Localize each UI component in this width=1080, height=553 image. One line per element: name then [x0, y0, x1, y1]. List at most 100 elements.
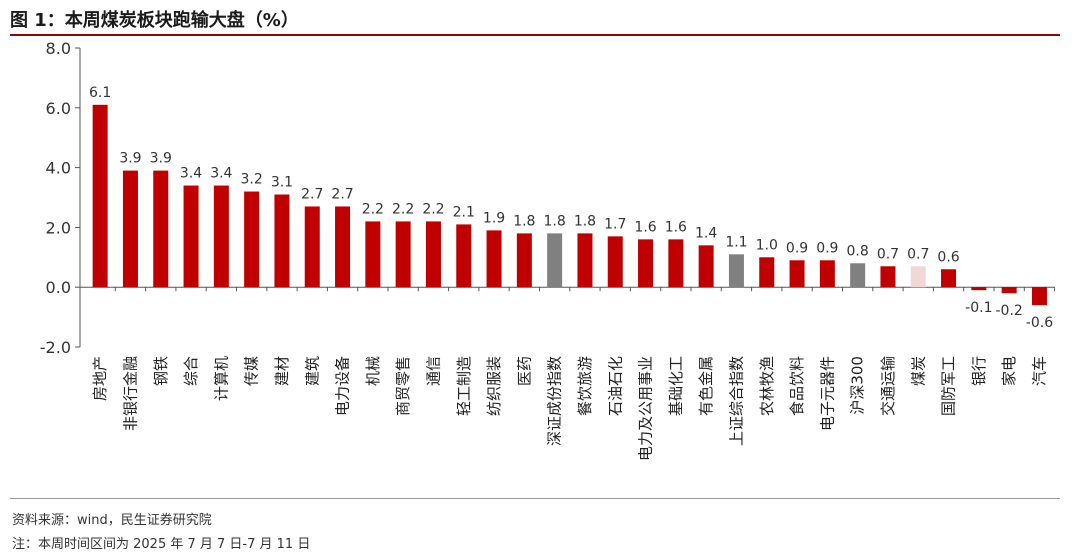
category-label-10: 商贸零售: [394, 356, 412, 416]
footer-rule: [10, 498, 1060, 499]
bar-1: [122, 170, 138, 288]
category-label-30: 家电: [1000, 356, 1018, 386]
data-label-13: 1.9: [483, 210, 505, 226]
data-label-9: 2.2: [362, 201, 384, 217]
data-label-4: 3.4: [210, 166, 232, 182]
category-label-16: 餐饮旅游: [576, 356, 594, 416]
category-label-12: 轻工制造: [455, 356, 473, 416]
data-label-22: 1.0: [756, 237, 778, 253]
bar-15: [547, 233, 563, 288]
category-label-27: 煤炭: [909, 356, 927, 386]
data-label-28: 0.6: [937, 249, 959, 265]
data-label-17: 1.7: [604, 216, 626, 232]
bar-0: [92, 104, 108, 288]
title-rule: [10, 34, 1060, 36]
category-label-4: 计算机: [212, 356, 230, 401]
data-label-2: 3.9: [150, 151, 172, 167]
data-label-0: 6.1: [89, 85, 111, 101]
y-tick-label: -2.0: [40, 338, 71, 357]
bar-20: [698, 245, 714, 288]
category-label-21: 上证综合指数: [727, 356, 745, 446]
bar-6: [274, 194, 290, 288]
bar-18: [638, 239, 654, 288]
bar-21: [728, 254, 744, 288]
bar-10: [395, 221, 411, 288]
data-label-12: 2.1: [453, 204, 475, 220]
category-label-24: 电子元器件: [818, 356, 836, 431]
bar-7: [304, 206, 320, 288]
bar-2: [153, 170, 169, 288]
data-label-31: -0.6: [1026, 315, 1053, 331]
data-label-14: 1.8: [513, 213, 535, 229]
category-label-11: 通信: [424, 356, 442, 386]
bar-23: [789, 260, 805, 288]
data-label-21: 1.1: [725, 234, 747, 250]
data-label-25: 0.8: [847, 243, 869, 259]
category-label-9: 机械: [364, 356, 382, 386]
bar-25: [850, 263, 866, 288]
data-label-1: 3.9: [119, 151, 141, 167]
data-label-24: 0.9: [816, 240, 838, 256]
bar-11: [425, 221, 441, 288]
source-note: 资料来源：wind，民生证券研究院: [12, 513, 212, 528]
bar-31: [1031, 287, 1047, 306]
bar-16: [577, 233, 593, 288]
period-note: 注：本周时间区间为 2025 年 7 月 7 日-7 月 11 日: [12, 537, 311, 552]
data-label-18: 1.6: [634, 219, 656, 235]
data-label-16: 1.8: [574, 213, 596, 229]
category-label-22: 农林牧渔: [758, 356, 776, 416]
data-label-3: 3.4: [180, 166, 202, 182]
data-label-19: 1.6: [665, 219, 687, 235]
category-label-26: 交通运输: [879, 356, 897, 416]
category-label-19: 基础化工: [667, 356, 685, 416]
category-label-0: 房地产: [91, 356, 109, 401]
category-label-29: 银行: [970, 356, 988, 386]
category-label-8: 电力设备: [334, 356, 352, 416]
category-label-31: 汽车: [1030, 356, 1048, 386]
bar-9: [365, 221, 381, 288]
category-label-18: 电力及公用事业: [637, 356, 655, 461]
category-label-14: 医药: [515, 356, 533, 386]
category-label-25: 沪深300: [849, 356, 867, 415]
category-label-6: 建材: [273, 356, 291, 386]
bar-17: [607, 236, 623, 288]
data-label-11: 2.2: [422, 201, 444, 217]
bar-12: [456, 224, 472, 288]
bar-27: [910, 266, 926, 288]
data-label-20: 1.4: [695, 225, 717, 241]
bar-26: [880, 266, 896, 288]
data-label-5: 3.2: [241, 172, 263, 188]
y-tick-label: 0.0: [46, 278, 71, 297]
bar-30: [1001, 287, 1017, 294]
y-tick-label: 6.0: [46, 99, 71, 118]
bar-28: [941, 269, 957, 288]
bar-chart: 8.0 6.0 4.0 2.0 0.0 -2.0 6.1 房地产 3.9 非银行金融 3.9 钢铁 3.…: [40, 39, 1056, 461]
category-label-3: 综合: [182, 356, 200, 386]
data-label-10: 2.2: [392, 201, 414, 217]
category-label-15: 深证成份指数: [546, 356, 564, 446]
category-label-1: 非银行金融: [121, 356, 139, 431]
data-label-30: -0.2: [995, 303, 1022, 319]
bar-4: [213, 185, 229, 288]
category-label-2: 钢铁: [152, 356, 170, 386]
bar-5: [244, 191, 260, 288]
data-label-27: 0.7: [907, 246, 929, 262]
data-label-15: 1.8: [544, 213, 566, 229]
chart-title: 图 1：本周煤炭板块跑输大盘（%）: [10, 10, 299, 31]
data-label-26: 0.7: [877, 246, 899, 262]
bar-3: [183, 185, 199, 288]
category-label-20: 有色金属: [697, 356, 715, 416]
category-label-13: 纺织服装: [485, 356, 503, 416]
bar-22: [759, 257, 775, 288]
bar-14: [516, 233, 532, 288]
y-tick-label: 4.0: [46, 159, 71, 178]
bar-24: [819, 260, 835, 288]
bar-29: [971, 287, 987, 291]
data-label-8: 2.7: [331, 186, 353, 202]
data-label-7: 2.7: [301, 186, 323, 202]
data-label-29: -0.1: [965, 300, 992, 316]
category-label-17: 石油石化: [606, 356, 624, 416]
data-label-6: 3.1: [271, 175, 293, 191]
category-label-5: 传媒: [243, 356, 261, 386]
category-label-23: 食品饮料: [788, 356, 806, 416]
